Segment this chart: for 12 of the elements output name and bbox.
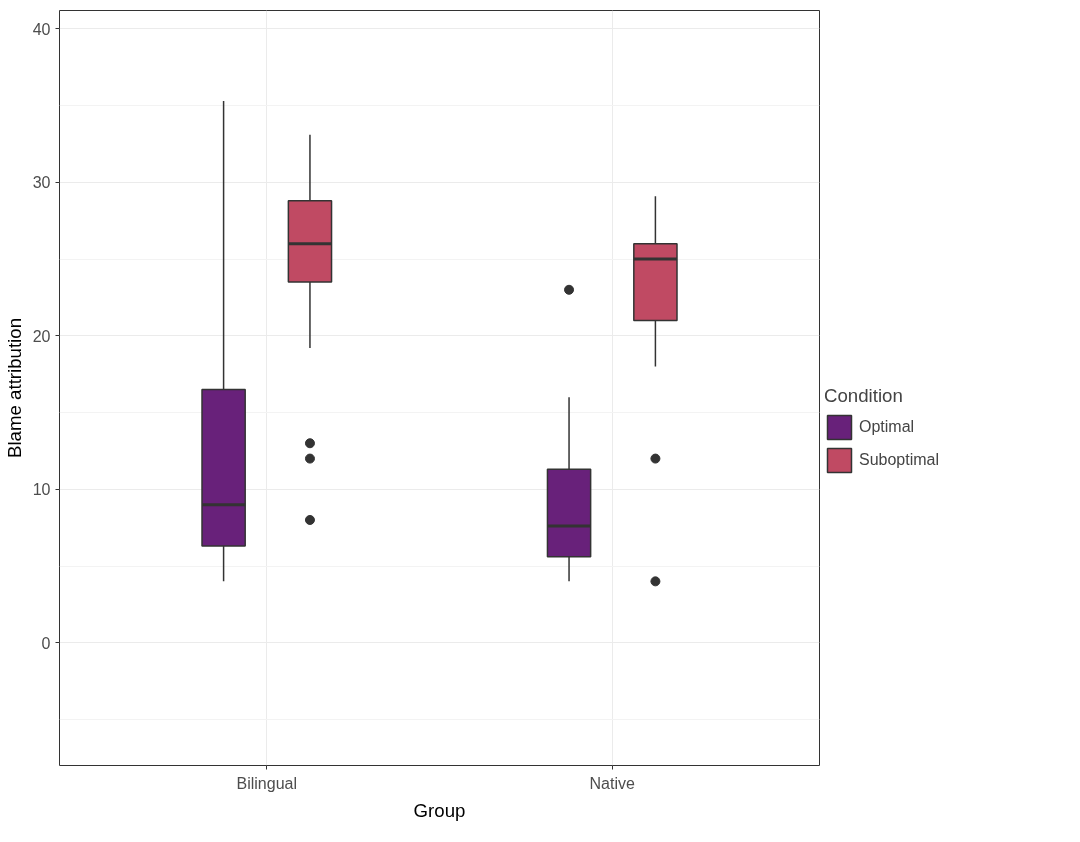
- y-tick-label: 20: [32, 327, 51, 345]
- x-tick-label: Native: [589, 774, 635, 792]
- y-tick-label: 0: [41, 634, 51, 652]
- y-axis-title: Blame attribution: [3, 318, 25, 458]
- x-axis-title: Group: [413, 799, 466, 821]
- legend-title: Condition: [824, 385, 904, 407]
- legend-label: Optimal: [859, 418, 915, 436]
- y-tick-label: 40: [32, 20, 51, 38]
- y-tick-label: 30: [32, 174, 51, 192]
- x-tick-label: Bilingual: [236, 774, 298, 792]
- legend-label: Suboptimal: [859, 451, 940, 469]
- y-tick-label: 10: [32, 481, 51, 499]
